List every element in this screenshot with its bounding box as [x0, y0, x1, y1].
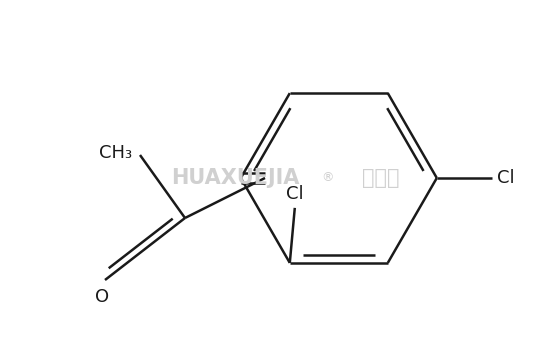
Text: Cl: Cl — [286, 185, 304, 203]
Text: 化学加: 化学加 — [362, 168, 399, 188]
Text: O: O — [95, 288, 109, 306]
Text: HUAXUEJIA: HUAXUEJIA — [171, 168, 300, 188]
Text: Cl: Cl — [497, 169, 515, 187]
Text: CH₃: CH₃ — [99, 144, 132, 162]
Text: ®: ® — [321, 172, 334, 184]
